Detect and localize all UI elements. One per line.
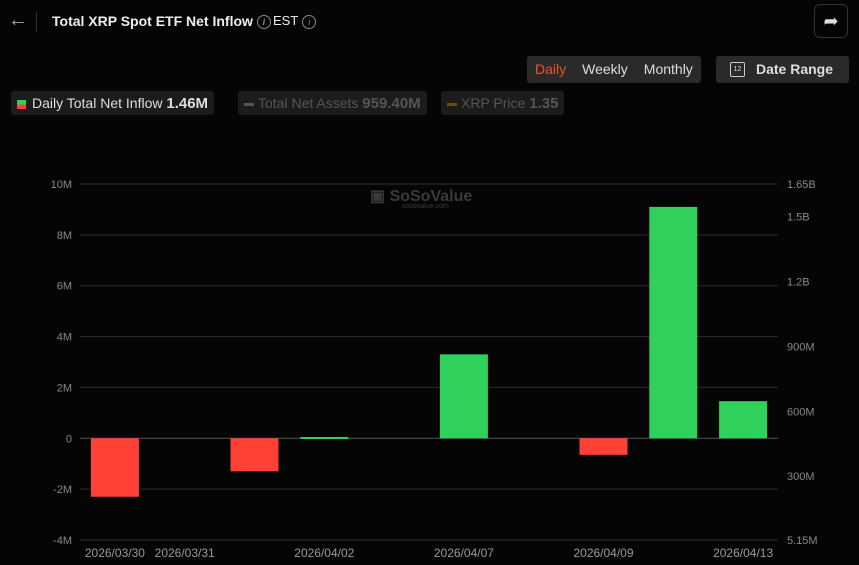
y-tick-label: 8M (57, 230, 72, 242)
y-tick-label: 2M (57, 382, 72, 394)
page-title: Total XRP Spot ETF Net Inflow i (52, 13, 271, 30)
bar-2026/04/13 (719, 401, 768, 439)
legend-value: 1.35 (529, 95, 559, 112)
date-range-label: Date Range (756, 61, 834, 77)
x-tick-label: 2026/03/30 (85, 546, 145, 560)
y2-tick-label: 900M (787, 341, 815, 353)
x-tick-label: 2026/04/13 (713, 546, 773, 560)
y-tick-label: -4M (53, 535, 72, 547)
inflow-swatch-icon (17, 99, 26, 109)
x-tick-label: 2026/03/31 (155, 546, 215, 560)
legend-xrp-price[interactable]: XRP Price 1.35 (441, 91, 565, 115)
date-range-button[interactable]: 12 Date Range (716, 56, 849, 83)
bar-2026/04/07 (439, 354, 488, 439)
bar-2026/04/01 (230, 438, 279, 472)
y-tick-label: 0 (66, 433, 72, 445)
share-icon: ➦ (823, 11, 839, 31)
legend-value: 1.46M (166, 95, 209, 112)
period-daily[interactable]: Daily (535, 61, 567, 77)
period-monthly[interactable]: Monthly (643, 61, 693, 77)
y2-tick-label: 1.2B (787, 276, 810, 288)
header: ← Total XRP Spot ETF Net Inflow i EST i ➦ (0, 0, 859, 42)
legend-total-assets[interactable]: Total Net Assets 959.40M (238, 91, 427, 115)
bar-2026/04/09 (579, 438, 628, 455)
info-icon[interactable]: i (256, 15, 271, 30)
y-tick-label: 10M (51, 179, 72, 191)
period-selector: Daily Weekly Monthly (527, 56, 701, 83)
legend-label: Daily Total Net Inflow (32, 95, 163, 111)
legend-daily-inflow[interactable]: Daily Total Net Inflow 1.46M (11, 91, 215, 115)
share-button[interactable]: ➦ (814, 4, 848, 38)
bar-2026/04/02 (300, 437, 349, 440)
y2-tick-label: 300M (787, 471, 815, 483)
y2-tick-label: 1.5B (787, 211, 810, 223)
y-tick-label: -2M (53, 484, 72, 496)
title-text: Total XRP Spot ETF Net Inflow (52, 13, 253, 29)
x-tick-label: 2026/04/02 (294, 546, 354, 560)
legend-label: Total Net Assets (258, 95, 359, 111)
arrow-left-icon[interactable]: ← (8, 9, 28, 31)
x-tick-label: 2026/04/09 (573, 546, 633, 560)
legend-value: 959.40M (362, 95, 421, 112)
timezone: EST i (273, 13, 317, 29)
y2-tick-label: 600M (787, 406, 815, 418)
x-tick-label: 2026/04/07 (434, 546, 494, 560)
period-weekly[interactable]: Weekly (582, 61, 628, 77)
y-tick-label: 4M (57, 332, 72, 344)
info-icon[interactable]: i (302, 14, 317, 29)
calendar-icon: 12 (730, 62, 745, 77)
assets-swatch-icon (244, 102, 254, 106)
y-tick-label: 6M (57, 281, 72, 293)
price-swatch-icon (447, 102, 457, 106)
legend-label: XRP Price (461, 95, 526, 111)
timezone-text: EST (273, 13, 299, 28)
y2-tick-label: 1.65B (787, 179, 816, 191)
bar-2026/04/10 (649, 206, 698, 439)
divider (36, 12, 37, 32)
bar-2026/03/30 (90, 438, 139, 497)
y2-tick-label: 5.15M (787, 535, 818, 547)
watermark-logo: ▣ SoSoValue sosovalue.com (370, 188, 473, 210)
